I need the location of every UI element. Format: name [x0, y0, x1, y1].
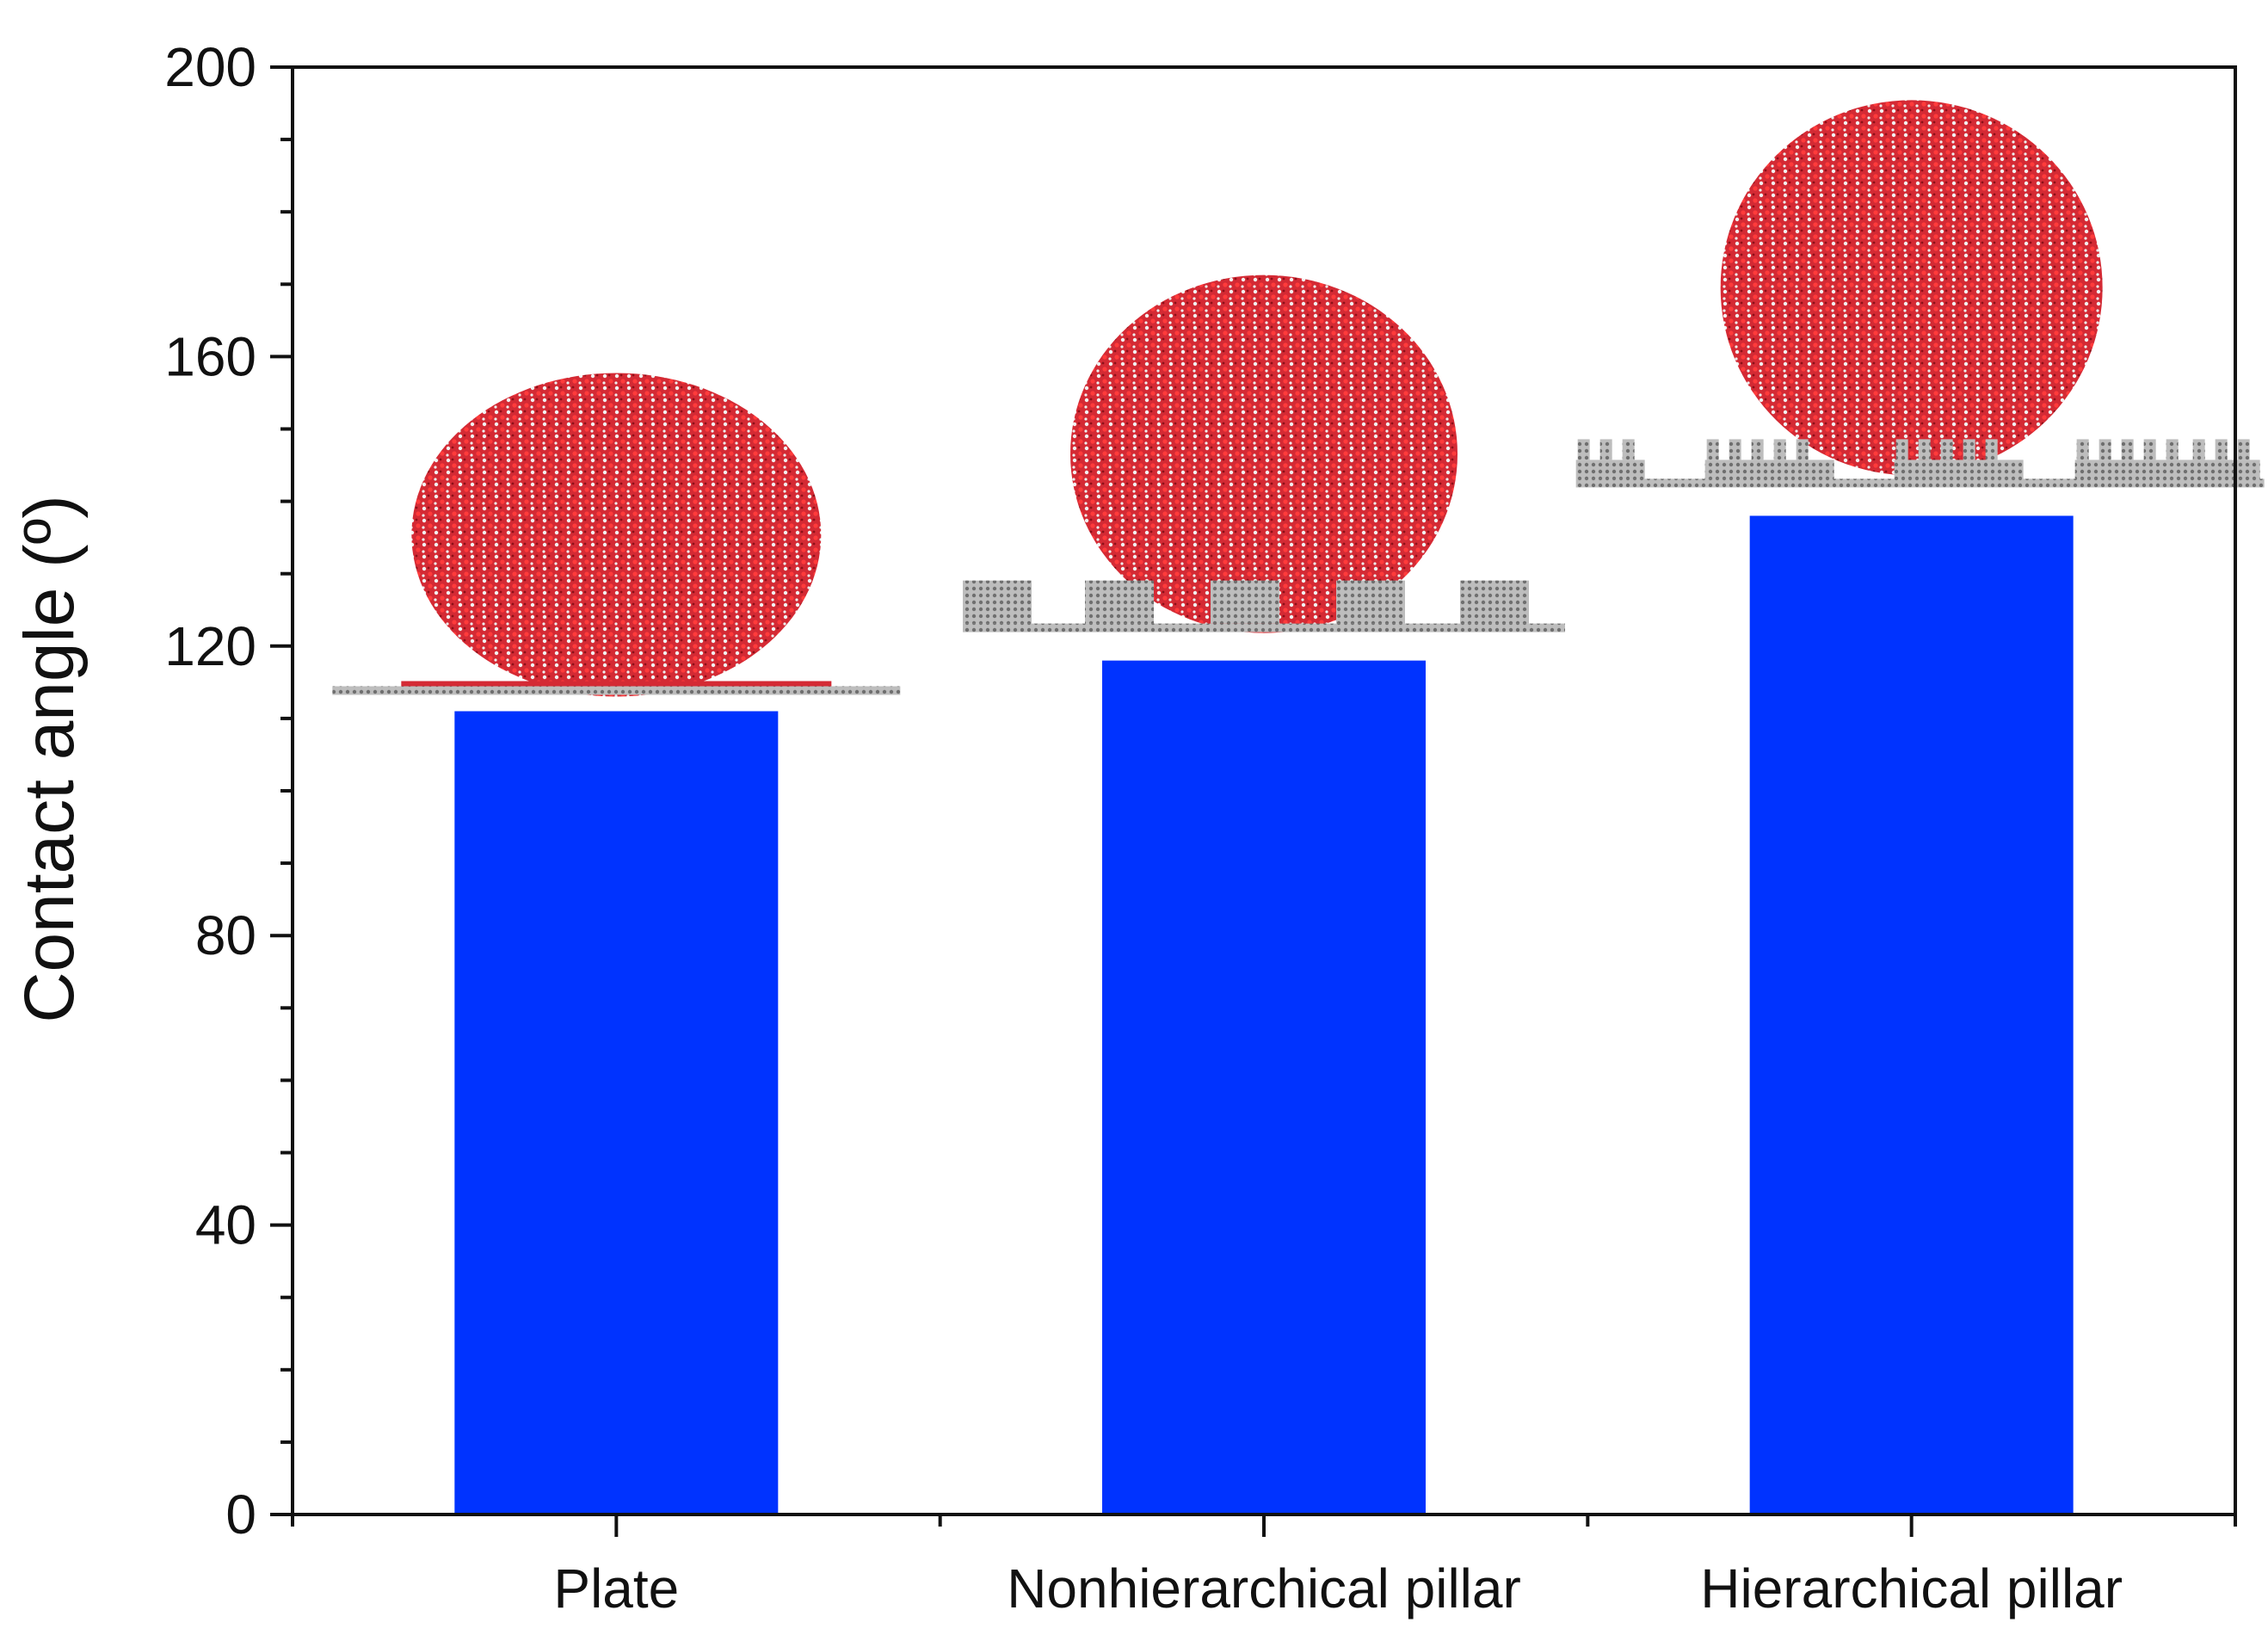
pillar-0: [963, 580, 1032, 624]
y-tick-label: 160: [164, 325, 256, 387]
water-droplet-nonhierarchical: [1070, 275, 1458, 633]
x-tick-label: Plate: [553, 1558, 679, 1619]
droplet-base: [401, 681, 832, 690]
hier-subpillar: [1985, 439, 1998, 460]
hier-subpillar: [1940, 439, 1953, 460]
y-tick-label: 0: [225, 1484, 256, 1545]
x-tick-label: Hierarchical pillar: [1700, 1558, 2123, 1619]
y-tick-label: 200: [164, 36, 256, 98]
bar-2: [1749, 515, 2074, 1515]
pillar-3: [1336, 580, 1405, 624]
y-tick-label: 80: [195, 904, 256, 966]
hier-subpillar: [2192, 439, 2205, 460]
hier-subpillar: [1796, 439, 1809, 460]
hier-subpillar: [2143, 439, 2156, 460]
hier-subpillar: [1751, 439, 1764, 460]
hier-subpillar: [1729, 439, 1741, 460]
y-tick-label: 40: [195, 1194, 256, 1256]
hier-subpillar: [2237, 439, 2250, 460]
axes: 0 40 80 120 160 200 Plate Nonhierarchical pilla…: [164, 36, 2237, 1619]
y-tick-label: 120: [164, 615, 256, 677]
pillar-1: [1085, 580, 1154, 624]
hier-subpillar: [1895, 439, 1908, 460]
hier-subpillar: [1918, 439, 1931, 460]
hier-pillar-3: [2074, 460, 2204, 479]
flat-substrate: [332, 686, 901, 695]
bar-0: [454, 711, 779, 1515]
water-droplet-hierarchical: [1720, 100, 2103, 476]
hier-subpillar: [1706, 439, 1719, 460]
hier-subpillar: [1963, 439, 1975, 460]
hier-subpillar: [2215, 439, 2228, 460]
pillar-2: [1211, 580, 1279, 624]
pillar-substrate-base: [963, 623, 1565, 632]
water-droplet-plate: [411, 373, 822, 697]
bar-1: [1102, 660, 1426, 1515]
pillar-substrate-base: [1575, 478, 2265, 488]
pillar-4: [1460, 580, 1529, 624]
hier-pillar-2: [1894, 460, 2024, 479]
droplet-insets: [332, 100, 2265, 697]
hier-pillar-1: [1704, 460, 1834, 479]
hier-subpillar: [1599, 439, 1612, 460]
y-axis-title: Contact angle (º): [10, 495, 89, 1022]
hier-subpillar: [2099, 439, 2111, 460]
hier-subpillar: [2121, 439, 2134, 460]
x-tick-label: Nonhierarchical pillar: [1007, 1558, 1521, 1619]
hier-subpillar: [2166, 439, 2179, 460]
hier-pillar-4: [2191, 460, 2260, 479]
hier-subpillar: [1773, 439, 1786, 460]
hier-pillar-0: [1575, 460, 1645, 479]
hier-subpillar: [1577, 439, 1590, 460]
hier-subpillar: [1622, 439, 1635, 460]
plot-area: [454, 515, 2074, 1515]
hier-subpillar: [2076, 439, 2089, 460]
